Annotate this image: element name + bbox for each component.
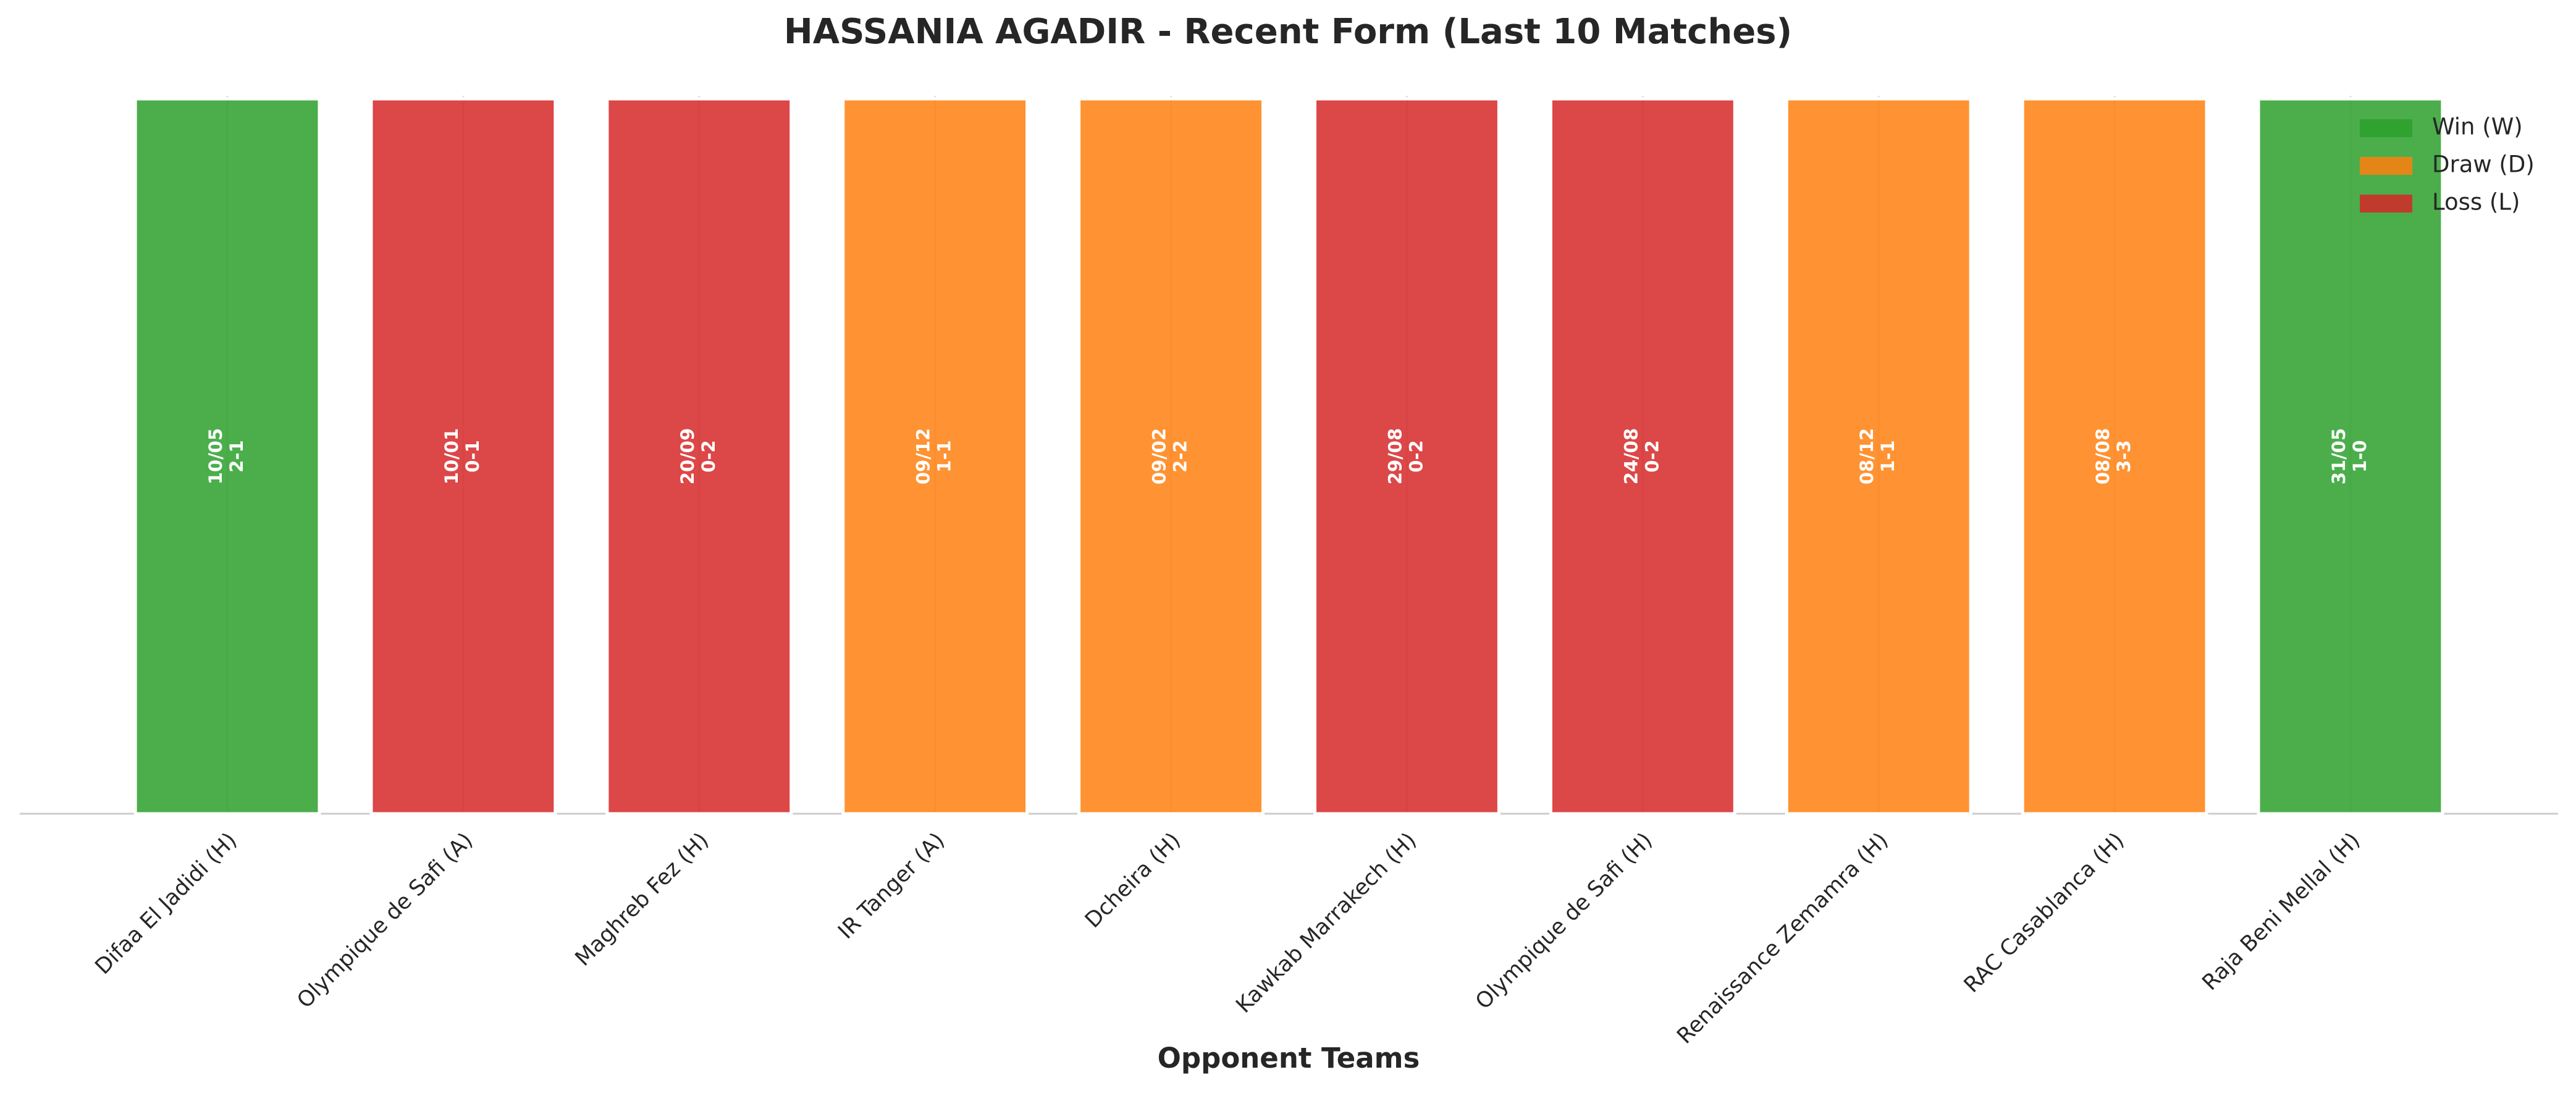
- bar-label-score: 0-2: [698, 440, 719, 472]
- x-tick-label: Olympique de Safi (A): [293, 828, 478, 1013]
- bar-label: 20/09 0-2: [677, 428, 719, 484]
- bar: [2257, 97, 2444, 816]
- bar-label-date: 20/09: [677, 428, 698, 484]
- bar-label: 29/08 0-2: [1384, 428, 1426, 484]
- bar-label-score: 0-2: [1641, 440, 1662, 472]
- bar-label-score: 1-1: [934, 440, 955, 472]
- bar-label: 09/02 2-2: [1149, 428, 1191, 484]
- bar: [1077, 97, 1265, 816]
- x-tick-label: RAC Casablanca (H): [1959, 828, 2129, 998]
- bar-label-date: 31/05: [2328, 428, 2349, 484]
- bar-label-date: 09/02: [1149, 428, 1170, 484]
- bar-label-date: 08/08: [2092, 428, 2113, 484]
- x-axis-label: Opponent Teams: [1158, 1042, 1420, 1074]
- x-tick-label: Dcheira (H): [1080, 828, 1185, 933]
- x-tick-label: IR Tanger (A): [833, 828, 949, 944]
- x-tick-label: Raja Beni Mellal (H): [2198, 828, 2365, 995]
- bar-label: 09/12 1-1: [913, 428, 955, 484]
- bar-label: 08/12 1-1: [1856, 428, 1898, 484]
- bar: [133, 97, 321, 816]
- bar-label-score: 0-2: [1405, 440, 1426, 472]
- bar-label-date: 10/01: [441, 428, 462, 484]
- bar: [1313, 97, 1501, 816]
- bar-label-score: 0-1: [462, 440, 483, 472]
- x-tick-label: Difaa El Jadidi (H): [91, 828, 242, 979]
- bar: [2021, 97, 2208, 816]
- bar-label-score: 1-1: [1877, 440, 1898, 472]
- legend-swatch: [2360, 157, 2412, 175]
- bar: [1549, 97, 1736, 816]
- bar-label-score: 2-2: [1170, 440, 1191, 472]
- legend-label: Win (W): [2432, 114, 2523, 140]
- x-tick-label: Renaissance Zemamra (H): [1672, 828, 1893, 1049]
- legend-swatch: [2360, 119, 2412, 137]
- bar-label: 31/05 1-0: [2328, 428, 2370, 484]
- bar: [369, 97, 557, 816]
- bar-label: 10/05 2-1: [205, 428, 247, 484]
- chart-title: HASSANIA AGADIR - Recent Form (Last 10 M…: [784, 12, 1792, 52]
- bar-label-date: 10/05: [205, 428, 226, 484]
- bar: [1785, 97, 1972, 816]
- bar: [605, 97, 793, 816]
- x-tick-label: Olympique de Safi (H): [1471, 828, 1657, 1015]
- bar: [841, 97, 1029, 816]
- bar-label: 08/08 3-3: [2092, 428, 2134, 484]
- bar-label-score: 1-0: [2349, 440, 2370, 472]
- x-tick-label: Kawkab Marrakech (H): [1231, 828, 1421, 1018]
- bar-label-score: 3-3: [2113, 440, 2134, 472]
- legend-label: Draw (D): [2432, 151, 2535, 178]
- legend-label: Loss (L): [2432, 189, 2520, 216]
- bar-label-score: 2-1: [226, 440, 247, 472]
- bar-label-date: 08/12: [1856, 428, 1877, 484]
- legend-swatch: [2360, 195, 2412, 213]
- x-tick-label: Maghreb Fez (H): [571, 828, 714, 971]
- bar-label-date: 24/08: [1620, 428, 1641, 484]
- bar-label-date: 09/12: [913, 428, 934, 484]
- bar-label: 24/08 0-2: [1620, 428, 1662, 484]
- bar-label: 10/01 0-1: [441, 428, 483, 484]
- bar-label-date: 29/08: [1384, 428, 1405, 484]
